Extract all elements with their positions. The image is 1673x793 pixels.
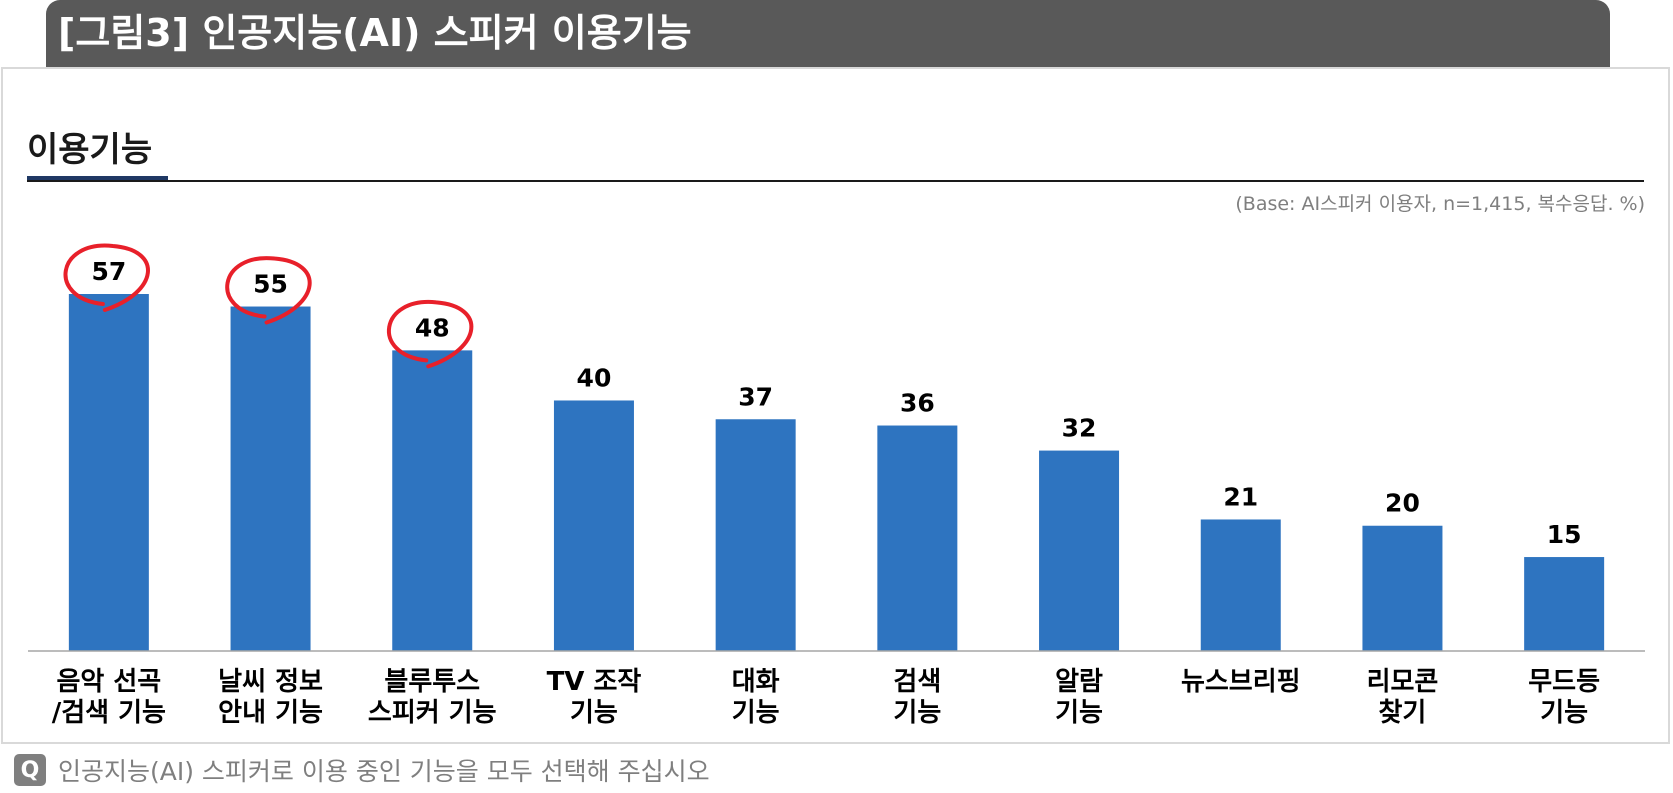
highlight-circle-2: [225, 256, 312, 325]
category-label-line: 안내 기능: [218, 698, 323, 728]
question-text: 인공지능(AI) 스피커로 이용 중인 기능을 모두 선택해 주십시오: [58, 757, 710, 786]
bar-4: [553, 400, 634, 651]
category-label-line: 찾기: [1379, 698, 1427, 728]
category-label-line: 검색: [893, 667, 941, 697]
category-label-4: TV 조작 기능: [547, 667, 642, 728]
highlight-circle-1: [63, 243, 150, 312]
value-label-8: 21: [1223, 482, 1258, 511]
value-label-3: 48: [415, 313, 450, 342]
section-title-underline: [27, 176, 168, 181]
bar-8: [1200, 519, 1281, 651]
bar-9: [1362, 525, 1443, 651]
category-label-5: 대화 기능: [732, 667, 780, 728]
category-label-line: 기능: [1055, 698, 1103, 728]
category-label-line: 음악 선곡: [56, 667, 161, 697]
category-label-line: 기능: [893, 698, 941, 728]
category-label-line: 블루투스: [384, 667, 480, 697]
value-label-6: 36: [900, 389, 935, 418]
value-label-9: 20: [1385, 489, 1420, 518]
category-label-line: /검색 기능: [52, 698, 166, 728]
bar-6: [877, 425, 958, 651]
figure-title: [그림3] 인공지능(AI) 스피커 이용기능: [58, 11, 692, 55]
section-title: 이용기능: [27, 130, 153, 170]
value-label-5: 37: [738, 382, 773, 411]
category-label-8: 뉴스브리핑: [1181, 667, 1301, 697]
bar-7: [1039, 450, 1120, 651]
category-label-line: 기능: [1540, 698, 1588, 728]
category-label-line: 무드등: [1528, 667, 1600, 697]
category-label-line: 알람: [1055, 667, 1103, 697]
bar-group: [68, 294, 1605, 651]
value-label-4: 40: [577, 363, 612, 392]
category-label-line: 스피커 기능: [368, 698, 497, 728]
question-footer: Q 인공지능(AI) 스피커로 이용 중인 기능을 모두 선택해 주십시오: [14, 752, 710, 788]
value-label-1: 57: [91, 257, 126, 286]
category-label-1: 음악 선곡/검색 기능: [52, 667, 166, 728]
category-label-line: 뉴스브리핑: [1181, 667, 1301, 697]
value-label-group: 57 55 48 40 37 36 32 21 20 15: [91, 257, 1581, 549]
highlight-circle-group: [63, 243, 474, 369]
category-label-line: 기능: [570, 698, 618, 728]
category-label-9: 리모콘 찾기: [1367, 667, 1439, 728]
category-label-line: 기능: [732, 698, 780, 728]
category-label-6: 검색 기능: [893, 667, 941, 728]
category-label-10: 무드등 기능: [1528, 667, 1600, 728]
bar-2: [230, 306, 311, 651]
section-divider: [27, 180, 1644, 182]
category-label-line: 대화: [732, 667, 780, 697]
figure-header: [그림3] 인공지능(AI) 스피커 이용기능: [46, 0, 1610, 68]
question-badge: Q: [14, 754, 46, 786]
value-label-7: 32: [1062, 414, 1097, 443]
base-note: (Base: AI스피커 이용자, n=1,415, 복수응답. %): [1235, 193, 1645, 215]
value-label-10: 15: [1547, 520, 1582, 549]
bar-5: [715, 419, 796, 651]
category-label-line: 날씨 정보: [218, 667, 323, 697]
category-label-3: 블루투스 스피커 기능: [368, 667, 497, 728]
bar-1: [68, 294, 149, 651]
category-label-line: TV 조작: [547, 667, 642, 697]
bar-10: [1524, 557, 1605, 651]
category-label-line: 리모콘: [1367, 667, 1439, 697]
value-label-2: 55: [253, 270, 288, 299]
bar-3: [392, 350, 473, 651]
category-label-7: 알람 기능: [1055, 667, 1103, 728]
highlight-circle-3: [387, 300, 474, 369]
category-label-2: 날씨 정보 안내 기능: [218, 667, 323, 728]
